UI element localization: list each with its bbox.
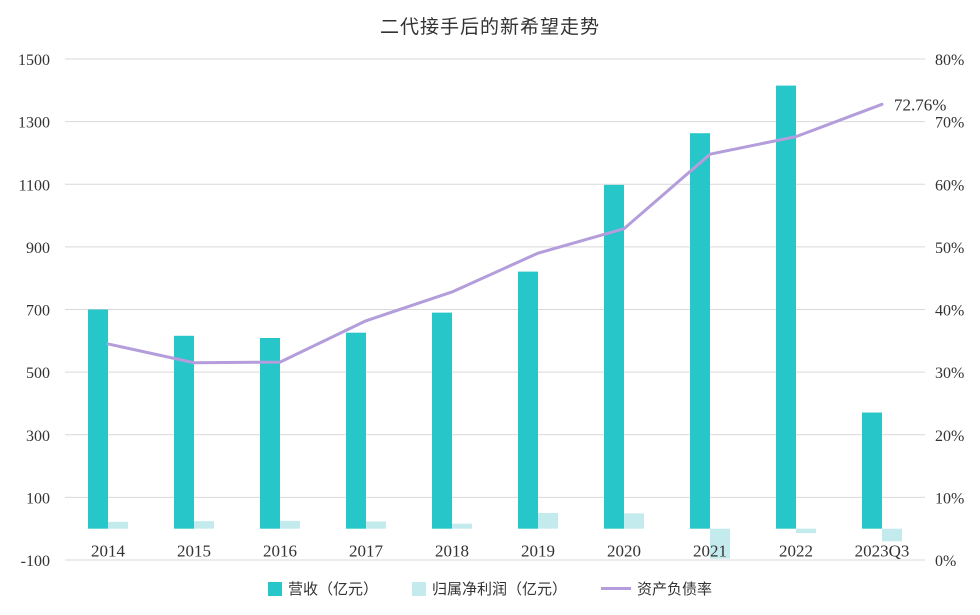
legend-swatch xyxy=(601,587,631,590)
x-tick-label: 2014 xyxy=(91,542,126,561)
y-left-tick-label: -100 xyxy=(21,553,50,570)
y-left-tick-label: 1500 xyxy=(18,52,50,69)
y-right-tick-label: 60% xyxy=(935,177,964,194)
net-profit-bar xyxy=(796,529,816,533)
revenue-bar xyxy=(260,338,280,529)
legend-item: 资产负债率 xyxy=(601,578,712,599)
legend-label: 资产负债率 xyxy=(637,578,712,599)
net-profit-bar xyxy=(194,521,214,529)
y-right-tick-label: 40% xyxy=(935,303,964,320)
x-tick-label: 2021 xyxy=(693,542,727,561)
legend-label: 营收（亿元） xyxy=(288,578,378,599)
net-profit-bar xyxy=(280,521,300,529)
revenue-bar xyxy=(174,336,194,529)
x-tick-label: 2019 xyxy=(521,542,555,561)
y-right-tick-label: 50% xyxy=(935,240,964,257)
legend: 营收（亿元） 归属净利润（亿元） 资产负债率 xyxy=(0,578,980,599)
legend-item: 归属净利润（亿元） xyxy=(412,578,567,599)
net-profit-bar xyxy=(366,521,386,528)
y-right-tick-label: 10% xyxy=(935,490,964,507)
revenue-bar xyxy=(346,333,366,529)
net-profit-bar xyxy=(882,529,902,542)
y-left-tick-label: 500 xyxy=(26,365,50,382)
revenue-bar xyxy=(776,86,796,529)
legend-item: 营收（亿元） xyxy=(268,578,378,599)
x-tick-label: 2016 xyxy=(263,542,297,561)
y-right-tick-label: 80% xyxy=(935,52,964,69)
data-label: 72.76% xyxy=(894,95,946,114)
y-left-tick-label: 1300 xyxy=(18,115,50,132)
y-left-tick-label: 100 xyxy=(26,490,50,507)
x-tick-label: 2015 xyxy=(177,542,211,561)
legend-swatch xyxy=(268,582,282,596)
y-left-tick-label: 900 xyxy=(26,240,50,257)
debt-ratio-line xyxy=(108,104,882,362)
y-left-tick-label: 1100 xyxy=(19,177,50,194)
x-tick-label: 2017 xyxy=(349,542,384,561)
net-profit-bar xyxy=(452,524,472,529)
x-tick-label: 2023Q3 xyxy=(855,542,910,561)
y-right-tick-label: 0% xyxy=(935,553,956,570)
revenue-bar xyxy=(690,133,710,528)
net-profit-bar xyxy=(538,513,558,529)
chart-title: 二代接手后的新希望走势 xyxy=(0,12,980,39)
revenue-bar xyxy=(432,313,452,529)
y-right-tick-label: 70% xyxy=(935,115,964,132)
x-tick-label: 2022 xyxy=(779,542,813,561)
revenue-bar xyxy=(862,413,882,529)
legend-label: 归属净利润（亿元） xyxy=(432,578,567,599)
y-left-tick-label: 700 xyxy=(26,303,50,320)
x-tick-label: 2020 xyxy=(607,542,641,561)
net-profit-bar xyxy=(624,513,644,528)
legend-swatch xyxy=(412,582,426,596)
y-left-tick-label: 300 xyxy=(26,428,50,445)
y-right-tick-label: 30% xyxy=(935,365,964,382)
revenue-bar xyxy=(604,185,624,529)
revenue-bar xyxy=(88,310,108,529)
revenue-bar xyxy=(518,272,538,529)
net-profit-bar xyxy=(108,522,128,529)
y-right-tick-label: 20% xyxy=(935,428,964,445)
x-tick-label: 2018 xyxy=(435,542,469,561)
